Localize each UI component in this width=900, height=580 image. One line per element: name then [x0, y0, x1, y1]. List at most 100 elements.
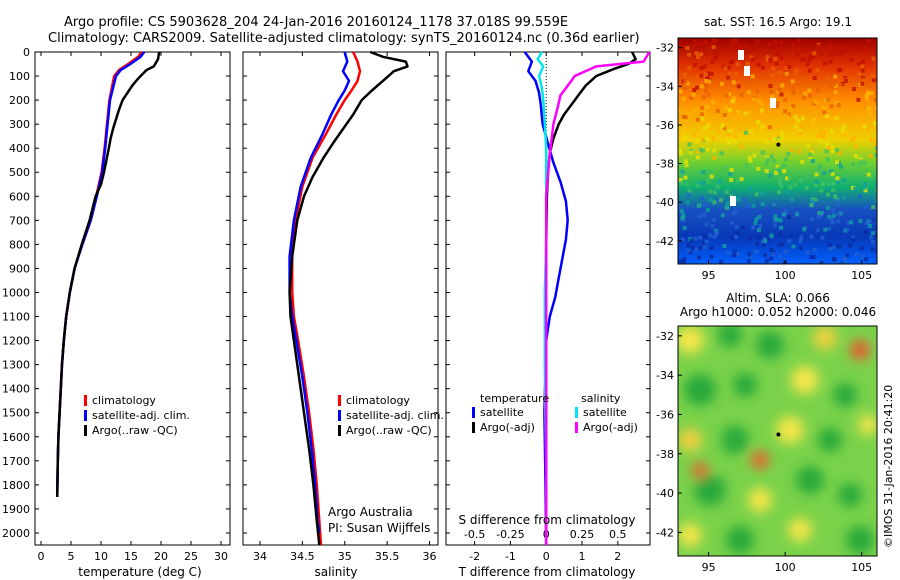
sst-cell	[769, 256, 774, 261]
depth-tick-label: 100	[9, 70, 30, 83]
sst-cell	[779, 225, 784, 230]
sst-cell	[834, 244, 839, 249]
sst-cell	[724, 93, 729, 98]
sst-cell	[745, 61, 750, 66]
sst-missing-cell	[738, 50, 744, 60]
sst-cell	[691, 132, 696, 137]
sst-cell	[812, 248, 817, 252]
sst-cell	[705, 207, 710, 212]
sst-cell	[719, 198, 723, 203]
sst-cell	[732, 138, 737, 143]
sst-cell	[842, 172, 847, 177]
sst-cell	[843, 256, 847, 261]
sst-cell	[703, 88, 708, 93]
sst-cell	[864, 93, 869, 98]
sal-xtick-label: 34	[253, 550, 267, 563]
sla-blob	[718, 326, 742, 347]
sst-cell	[770, 94, 775, 99]
depth-tick-label: 900	[9, 262, 30, 275]
sst-cell	[723, 106, 728, 111]
sst-cell	[872, 121, 877, 125]
sst-cell	[874, 197, 877, 202]
sst-cell	[830, 172, 835, 177]
sst-cell	[835, 180, 840, 185]
sst-cell	[811, 55, 816, 60]
sst-cell	[679, 208, 684, 213]
depth-tick-label: 800	[9, 238, 30, 251]
depth-tick-label: 700	[9, 214, 30, 227]
sst-cell	[828, 246, 832, 251]
depth-tick-label: 400	[9, 142, 30, 155]
sst-cell	[820, 235, 825, 240]
sst-cell	[705, 74, 710, 79]
sst-cell	[702, 212, 707, 217]
sst-cell	[851, 87, 856, 91]
sst-cell	[787, 239, 792, 244]
sst-cell	[860, 59, 865, 64]
sst-cell	[819, 260, 824, 264]
sst-cell	[819, 211, 824, 215]
sal-series-argo	[288, 50, 409, 546]
legend-label: Argo(..raw -QC)	[346, 424, 432, 437]
sst-cell	[832, 47, 837, 52]
sst-cell	[784, 209, 788, 214]
sst-cell	[747, 82, 752, 87]
sst-cell	[790, 79, 795, 84]
sst-cell	[797, 38, 802, 43]
sst-cell	[844, 48, 849, 53]
sst-cell	[866, 127, 870, 132]
sst-cell	[704, 104, 709, 109]
map-xtick-label: 105	[851, 561, 872, 574]
sst-cell	[817, 164, 822, 169]
temp-xtick-label: 30	[214, 550, 228, 563]
map-ytick-label: -38	[656, 158, 674, 171]
sst-cell	[770, 73, 775, 78]
sst-cell	[766, 157, 770, 162]
legend-swatch-argo_s	[575, 422, 578, 433]
sst-cell	[709, 41, 714, 46]
sst-cell	[774, 61, 779, 66]
sst-cell	[756, 228, 761, 233]
map-xtick-label: 100	[775, 269, 796, 282]
sst-cell	[858, 173, 863, 178]
sst-cell	[834, 101, 839, 106]
sst-cell	[788, 185, 793, 190]
s-xtick-label: -0.25	[496, 528, 524, 541]
sst-cell	[809, 234, 814, 239]
legend-swatch-climatology	[338, 395, 341, 406]
sst-cell	[750, 225, 755, 230]
sst-cell	[688, 150, 693, 155]
sst-cell	[754, 192, 759, 197]
sst-cell	[732, 123, 737, 128]
sst-cell	[853, 187, 857, 191]
sla-blob	[813, 326, 837, 350]
sst-cell	[822, 105, 827, 110]
sla-field	[678, 326, 877, 556]
sst-cell	[832, 257, 837, 262]
sst-cell	[722, 126, 727, 131]
legend-label: climatology	[346, 394, 410, 407]
legend-group-title: salinity	[581, 392, 621, 405]
sst-cell	[700, 148, 705, 153]
sst-cell	[701, 241, 706, 246]
sst-cell	[730, 42, 735, 47]
sst-cell	[710, 224, 715, 228]
sst-cell	[842, 132, 847, 137]
sst-cell	[730, 99, 735, 104]
depth-tick-label: 1900	[2, 503, 30, 516]
header-line-1: Argo profile: CS 5903628_204 24-Jan-2016…	[64, 15, 568, 30]
sst-cell	[848, 243, 853, 248]
sst-cell	[799, 177, 804, 182]
sst-cell	[694, 51, 699, 56]
sst-cell	[868, 235, 873, 240]
sst-cell	[768, 58, 773, 63]
sst-cell	[771, 66, 776, 71]
sst-cell	[860, 68, 865, 73]
sst-cell	[708, 197, 713, 202]
sst-cell	[736, 197, 741, 202]
legend-swatch-satellite	[472, 407, 475, 418]
sst-cell	[735, 251, 740, 256]
sst-cell	[739, 92, 744, 97]
sst-cell	[868, 224, 872, 228]
sst-cell	[869, 137, 874, 142]
